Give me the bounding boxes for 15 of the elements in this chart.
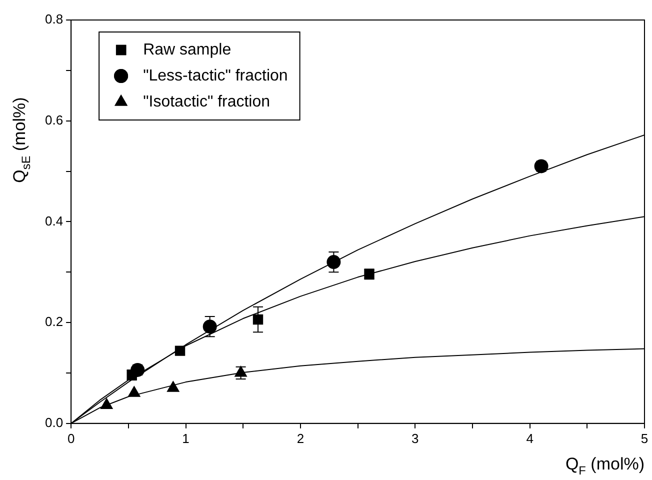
y-tick-label: 0.4 — [44, 213, 64, 228]
y-tick-label: 0.8 — [44, 12, 64, 27]
legend-label: "Isotactic" fraction — [143, 93, 270, 110]
y-tick-label: 0.0 — [44, 414, 64, 430]
legend-label: "Less-tactic" fraction — [143, 67, 288, 84]
x-tick-label: 4 — [526, 430, 534, 446]
x-tick-label: 2 — [296, 430, 304, 446]
y-tick-label: 0.6 — [44, 112, 64, 128]
x-tick-label: 1 — [182, 430, 190, 446]
y-tick-label: 0.2 — [44, 314, 64, 330]
y-axis-title: QsE (mol%) — [10, 97, 34, 183]
x-tick-label: 5 — [640, 430, 648, 446]
x-tick-label: 0 — [67, 430, 75, 446]
x-tick-label: 3 — [412, 430, 419, 446]
legend-label: Raw sample — [143, 41, 232, 58]
